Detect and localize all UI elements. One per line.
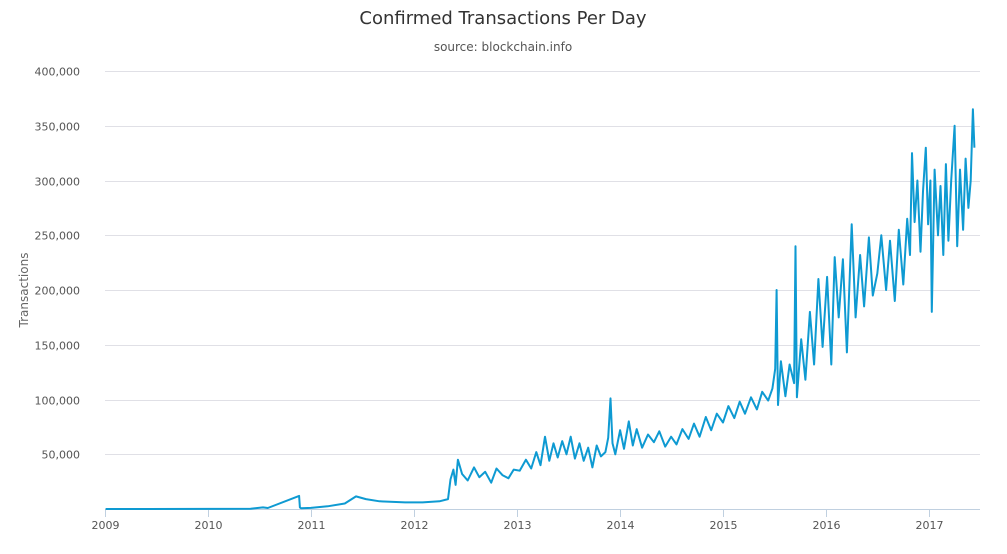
- y-tick-label: 150,000: [35, 340, 81, 353]
- gridlines: [105, 71, 980, 455]
- y-tick-label: 200,000: [35, 285, 81, 298]
- y-tick-label: 400,000: [35, 66, 81, 79]
- x-axis: 2009 2010 2011 2012 2013 2014 2015 2016 2017: [92, 509, 980, 532]
- x-tick-label: 2016: [813, 519, 841, 532]
- x-tick-label: 2010: [195, 519, 223, 532]
- y-axis-ticks: 50,000 100,000 150,000 200,000 250,000 300,00…: [35, 66, 81, 462]
- y-axis-title: Transactions: [17, 253, 31, 329]
- x-tick-label: 2011: [298, 519, 326, 532]
- chart-title: Confirmed Transactions Per Day: [359, 8, 647, 29]
- x-tick-label: 2013: [504, 519, 532, 532]
- x-tick-label: 2009: [92, 519, 120, 532]
- x-tick-label: 2012: [401, 519, 429, 532]
- x-tick-label: 2014: [607, 519, 635, 532]
- chart-subtitle: source: blockchain.info: [434, 40, 572, 54]
- x-tick-label: 2017: [916, 519, 944, 532]
- y-tick-label: 350,000: [35, 121, 81, 134]
- series-layer: [105, 108, 976, 510]
- y-tick-label: 100,000: [35, 395, 81, 408]
- y-tick-label: 300,000: [35, 176, 81, 189]
- series-line-0: [105, 108, 976, 510]
- y-tick-label: 250,000: [35, 230, 81, 243]
- y-tick-label: 50,000: [42, 449, 81, 462]
- x-tick-label: 2015: [710, 519, 738, 532]
